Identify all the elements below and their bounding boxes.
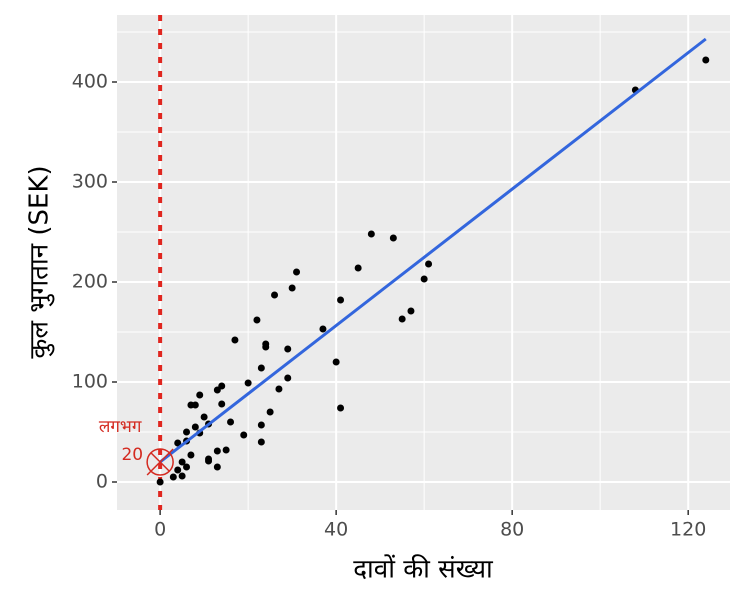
point [183,463,191,471]
point [288,284,296,292]
point [227,418,235,426]
point [257,438,265,446]
y-tick-label: 100 [72,371,108,393]
point [200,413,208,421]
point [398,315,406,323]
y-axis-label: कुल भुगतान (SEK) [25,165,55,358]
point [240,431,248,439]
annotation-cross [146,448,174,476]
point [354,264,362,272]
point [257,421,265,429]
point [231,336,239,344]
point [178,472,186,480]
y-tick-label: 0 [96,471,108,493]
panel [117,15,730,510]
point [222,446,230,454]
point [271,291,279,299]
annotation-marker [146,448,174,476]
point [156,478,164,486]
point [213,463,221,471]
point [187,451,195,459]
point [262,343,270,351]
point [407,307,415,315]
point [191,423,199,431]
point [191,401,199,409]
point [319,325,327,333]
point [275,385,283,393]
point [205,457,213,465]
annotation-text: 20 [121,445,143,465]
point [702,56,710,64]
point [284,374,292,382]
point [420,275,428,283]
point [293,268,301,276]
y-tick-label: 200 [72,271,108,293]
y-tick-label: 400 [72,71,108,93]
point [196,391,204,399]
x-tick-label: 80 [500,519,524,541]
point [266,408,274,416]
point [332,358,340,366]
point [367,230,375,238]
point [183,428,191,436]
regression-line [159,37,707,464]
point [169,473,177,481]
annotation-text: लगभग [99,417,142,437]
point [174,466,182,474]
point [253,316,261,324]
point [284,345,292,353]
point [218,400,226,408]
point [244,379,252,387]
point [337,296,345,304]
x-tick-label: 0 [154,519,166,541]
point [174,439,182,447]
x-tick-label: 120 [670,519,706,541]
point [213,386,221,394]
y-tick-label: 300 [72,171,108,193]
x-tick-label: 40 [324,519,348,541]
x-axis-label: दावों की संख्या [353,554,494,585]
point [389,234,397,242]
point [425,260,433,268]
point [178,458,186,466]
point [257,364,265,372]
point [337,404,345,412]
point [213,447,221,455]
